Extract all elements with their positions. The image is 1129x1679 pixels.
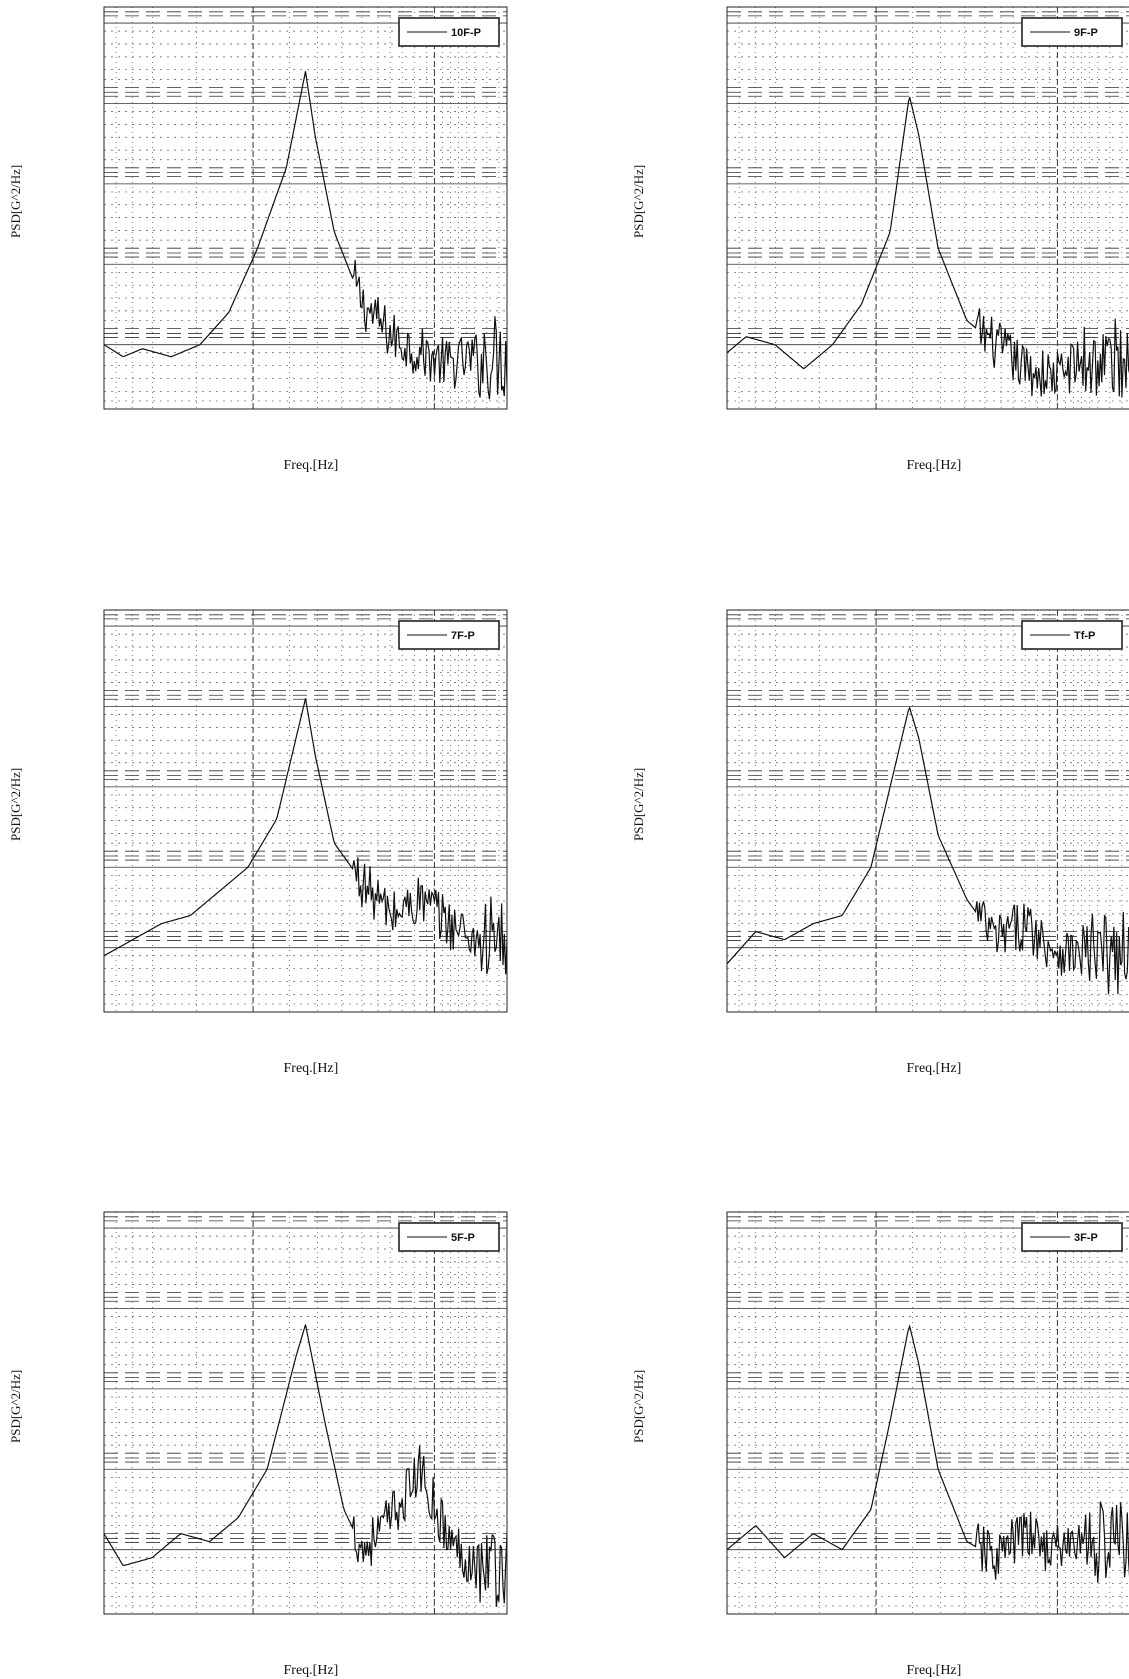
plot-area [727, 1212, 1129, 1614]
legend-label: 7F-P [451, 630, 475, 642]
panel-tf-p: PSD[G^2/Hz] Freq.[Hz] Tf-P [631, 609, 1129, 1076]
plot-area [727, 7, 1129, 409]
x-axis-label: Freq.[Hz] [907, 1663, 962, 1678]
plot-background [104, 610, 507, 1012]
plot-frame [103, 609, 508, 1013]
y-axis-label: PSD[G^2/Hz] [8, 768, 23, 841]
series-line-tf-p [727, 706, 1129, 995]
legend-box [398, 1222, 500, 1252]
x-axis-label: Freq.[Hz] [907, 1061, 962, 1076]
series-line-3f-p [727, 1324, 1129, 1583]
y-axis-label: PSD[G^2/Hz] [8, 165, 23, 238]
x-axis-label: Freq.[Hz] [284, 458, 339, 473]
panel-5f-p: PSD[G^2/Hz] Freq.[Hz] 5F-P [8, 1211, 508, 1678]
gridlines [104, 610, 507, 1012]
x-axis-label: Freq.[Hz] [907, 458, 962, 473]
legend-label: 3F-P [1074, 1232, 1098, 1244]
plot-area [104, 1212, 507, 1614]
panel-3f-p: PSD[G^2/Hz] Freq.[Hz] 3F-P [631, 1211, 1129, 1678]
plot-frame [726, 609, 1129, 1013]
plot-area [104, 7, 507, 409]
gridlines [104, 1212, 507, 1614]
x-axis-label: Freq.[Hz] [284, 1061, 339, 1076]
plot-frame [103, 1211, 508, 1615]
plot-background [104, 1212, 507, 1614]
plot-area [104, 610, 507, 1012]
panel-9f-p: PSD[G^2/Hz] Freq.[Hz] 9F-P [631, 6, 1129, 473]
plot-background [727, 610, 1129, 1012]
series-line-7f-p [104, 698, 507, 975]
panel-10f-p: PSD[G^2/Hz] Freq.[Hz] 10F-P [8, 6, 508, 473]
plot-background [727, 7, 1129, 409]
gridlines [727, 7, 1129, 409]
legend-label: 9F-P [1074, 27, 1098, 39]
legend-label: Tf-P [1074, 630, 1095, 642]
x-axis-label: Freq.[Hz] [284, 1663, 339, 1678]
series-line-9f-p [727, 96, 1129, 398]
y-axis-label: PSD[G^2/Hz] [8, 1370, 23, 1443]
series-line-10f-p [104, 71, 507, 400]
legend-label: 10F-P [451, 27, 481, 39]
y-axis-label: PSD[G^2/Hz] [631, 1370, 646, 1443]
plot-frame [726, 6, 1129, 410]
plot-area [727, 610, 1129, 1012]
plot-frame [726, 1211, 1129, 1615]
y-axis-label: PSD[G^2/Hz] [631, 768, 646, 841]
y-axis-label: PSD[G^2/Hz] [631, 165, 646, 238]
legend-label: 5F-P [451, 1232, 475, 1244]
series-line-5f-p [104, 1324, 507, 1607]
panel-7f-p: PSD[G^2/Hz] Freq.[Hz] 7F-P [8, 609, 508, 1076]
plot-frame [103, 6, 508, 410]
